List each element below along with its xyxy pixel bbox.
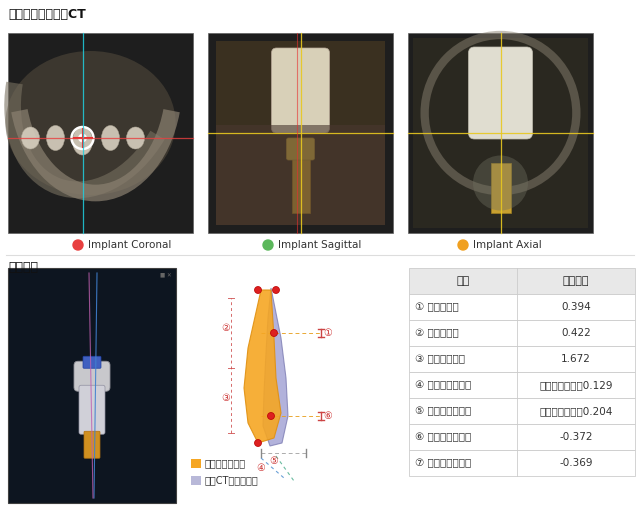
FancyBboxPatch shape <box>8 268 176 503</box>
Text: 1.672: 1.672 <box>561 354 591 364</box>
Text: Implant Sagittal: Implant Sagittal <box>278 240 362 250</box>
Ellipse shape <box>127 127 145 149</box>
Text: -0.372: -0.372 <box>559 432 593 442</box>
Polygon shape <box>244 290 281 443</box>
FancyBboxPatch shape <box>409 450 635 476</box>
Text: ⑦ 末端点深度误差: ⑦ 末端点深度误差 <box>415 458 471 468</box>
Text: ④: ④ <box>257 463 266 473</box>
Circle shape <box>73 240 83 250</box>
Text: 术前方案对比术后CT: 术前方案对比术后CT <box>8 8 86 21</box>
Text: Implant Axial: Implant Axial <box>473 240 541 250</box>
Polygon shape <box>263 288 288 446</box>
FancyBboxPatch shape <box>409 268 635 294</box>
Ellipse shape <box>5 51 175 195</box>
Text: ④ 植入点水平误差: ④ 植入点水平误差 <box>415 380 471 390</box>
Text: ②: ② <box>221 323 230 333</box>
Text: -0.369: -0.369 <box>559 458 593 468</box>
Text: 精度误差: 精度误差 <box>8 261 38 274</box>
Text: 序号: 序号 <box>456 276 470 286</box>
Text: Implant Coronal: Implant Coronal <box>88 240 172 250</box>
FancyBboxPatch shape <box>409 398 635 424</box>
Text: ①: ① <box>324 328 332 338</box>
Circle shape <box>268 413 275 419</box>
FancyBboxPatch shape <box>409 424 635 450</box>
Text: 术后CT实际种植体: 术后CT实际种植体 <box>205 475 259 485</box>
Circle shape <box>263 240 273 250</box>
Text: ② 末端点误差: ② 末端点误差 <box>415 328 459 338</box>
Circle shape <box>271 329 278 336</box>
Text: ⑤: ⑤ <box>269 456 278 466</box>
FancyBboxPatch shape <box>409 294 635 320</box>
Circle shape <box>458 240 468 250</box>
Text: 偏颊侧，近中：0.204: 偏颊侧，近中：0.204 <box>540 406 612 416</box>
Text: ① 植入点误差: ① 植入点误差 <box>415 302 459 312</box>
Ellipse shape <box>47 126 65 151</box>
Ellipse shape <box>22 127 40 149</box>
FancyBboxPatch shape <box>409 320 635 346</box>
Text: 0.394: 0.394 <box>561 302 591 312</box>
FancyBboxPatch shape <box>191 476 201 485</box>
FancyBboxPatch shape <box>216 41 385 225</box>
Text: 误差信息: 误差信息 <box>563 276 589 286</box>
FancyBboxPatch shape <box>8 33 193 233</box>
FancyBboxPatch shape <box>287 138 314 160</box>
Ellipse shape <box>473 155 528 210</box>
Ellipse shape <box>72 127 93 155</box>
FancyBboxPatch shape <box>413 38 588 228</box>
FancyBboxPatch shape <box>409 346 635 372</box>
FancyBboxPatch shape <box>490 163 511 213</box>
FancyBboxPatch shape <box>468 47 532 139</box>
Text: ③ 植体角度误差: ③ 植体角度误差 <box>415 354 465 364</box>
FancyBboxPatch shape <box>191 459 201 468</box>
FancyBboxPatch shape <box>271 48 330 133</box>
Circle shape <box>273 287 280 293</box>
Text: 0.422: 0.422 <box>561 328 591 338</box>
FancyBboxPatch shape <box>84 431 100 458</box>
Text: ⑥ 植入点深度误差: ⑥ 植入点深度误差 <box>415 432 471 442</box>
Text: ③: ③ <box>221 393 230 403</box>
Circle shape <box>255 287 262 293</box>
FancyBboxPatch shape <box>408 33 593 233</box>
Text: ⑥: ⑥ <box>324 411 332 421</box>
Text: ⑤ 末端点水平误差: ⑤ 末端点水平误差 <box>415 406 471 416</box>
FancyBboxPatch shape <box>291 158 310 213</box>
FancyBboxPatch shape <box>79 385 105 434</box>
FancyBboxPatch shape <box>216 125 385 225</box>
FancyBboxPatch shape <box>83 356 101 368</box>
FancyBboxPatch shape <box>409 372 635 398</box>
Circle shape <box>79 134 86 142</box>
Text: ■ ✕: ■ ✕ <box>161 272 172 277</box>
FancyBboxPatch shape <box>74 361 110 391</box>
Text: 术前计划种植体: 术前计划种植体 <box>205 459 246 469</box>
Text: 偏舌侧，近中：0.129: 偏舌侧，近中：0.129 <box>540 380 612 390</box>
FancyBboxPatch shape <box>208 33 393 233</box>
Ellipse shape <box>102 126 120 151</box>
Circle shape <box>255 439 262 447</box>
